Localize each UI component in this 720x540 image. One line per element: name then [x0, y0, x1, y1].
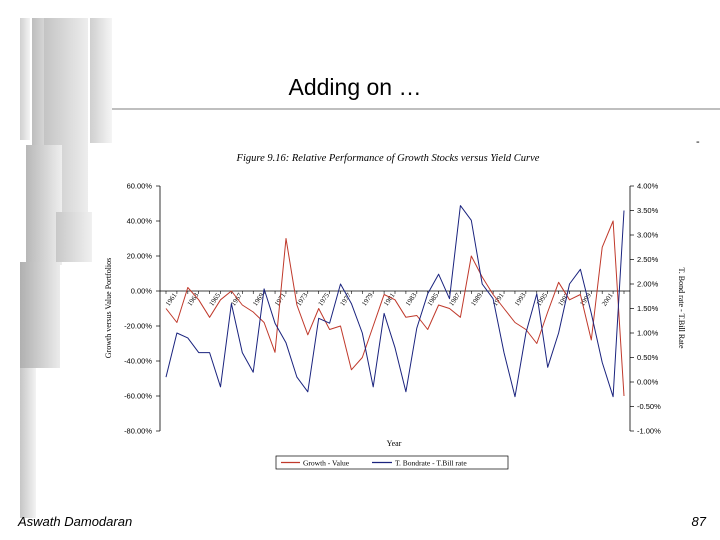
- chart-title: Figure 9.16: Relative Performance of Gro…: [236, 153, 540, 164]
- x-axis-label: Year: [387, 439, 402, 448]
- right-axis-ticks: 4.00% 3.50% 3.00% 2.50% 2.00% 1.50% 1.00% 0.50%…: [630, 182, 661, 436]
- right-tick-label: 3.00%: [637, 231, 659, 240]
- right-tick-label: -0.50%: [637, 402, 661, 411]
- corner-mark: -: [696, 136, 700, 148]
- series-lines: [165, 205, 625, 398]
- y-axis-label-left: Growth versus Value Portfolios: [104, 258, 113, 359]
- right-tick-label: 2.50%: [637, 255, 659, 264]
- left-tick-label: -60.00%: [124, 392, 152, 401]
- right-tick-label: -1.00%: [637, 427, 661, 436]
- right-tick-label: 1.00%: [637, 329, 659, 338]
- left-tick-label: 0.00%: [131, 287, 153, 296]
- left-tick-label: -20.00%: [124, 322, 152, 331]
- right-tick-label: 3.50%: [637, 206, 659, 215]
- left-tick-label: 60.00%: [127, 182, 153, 191]
- decorative-gradient-bar: [20, 262, 60, 368]
- left-tick-label: -40.00%: [124, 357, 152, 366]
- y-axis-label-right: T. Bond rate - T.Bill Rate: [677, 267, 686, 349]
- page-number: 87: [691, 514, 706, 529]
- right-tick-label: 0.50%: [637, 353, 659, 362]
- series-line-growth-value: [165, 220, 625, 397]
- slide-title: Adding on …: [288, 74, 422, 100]
- right-tick-label: 4.00%: [637, 182, 659, 191]
- legend-label-yield: T. Bondrate - T.Bill rate: [395, 459, 467, 468]
- left-tick-label: 20.00%: [127, 252, 153, 261]
- legend-label-growth: Growth - Value: [303, 459, 350, 468]
- series-line-yield-spread: [165, 205, 625, 398]
- right-tick-label: 0.00%: [637, 378, 659, 387]
- footer-author: Aswath Damodaran: [18, 514, 133, 529]
- decorative-gradient-bar: [20, 18, 30, 140]
- left-axis-ticks: 60.00% 40.00% 20.00% 0.00% -20.00% -40.00% -60…: [124, 182, 160, 436]
- legend: Growth - Value T. Bondrate - T.Bill rate: [275, 455, 509, 470]
- left-tick-label: -80.00%: [124, 427, 152, 436]
- right-tick-label: 1.50%: [637, 304, 659, 313]
- left-tick-label: 40.00%: [127, 217, 153, 226]
- right-tick-label: 2.00%: [637, 280, 659, 289]
- decorative-gradient-bar: [56, 212, 92, 262]
- decorative-gradient-bar: [90, 18, 112, 143]
- title-divider: [112, 108, 720, 110]
- decorative-gradient-bar: [20, 368, 36, 518]
